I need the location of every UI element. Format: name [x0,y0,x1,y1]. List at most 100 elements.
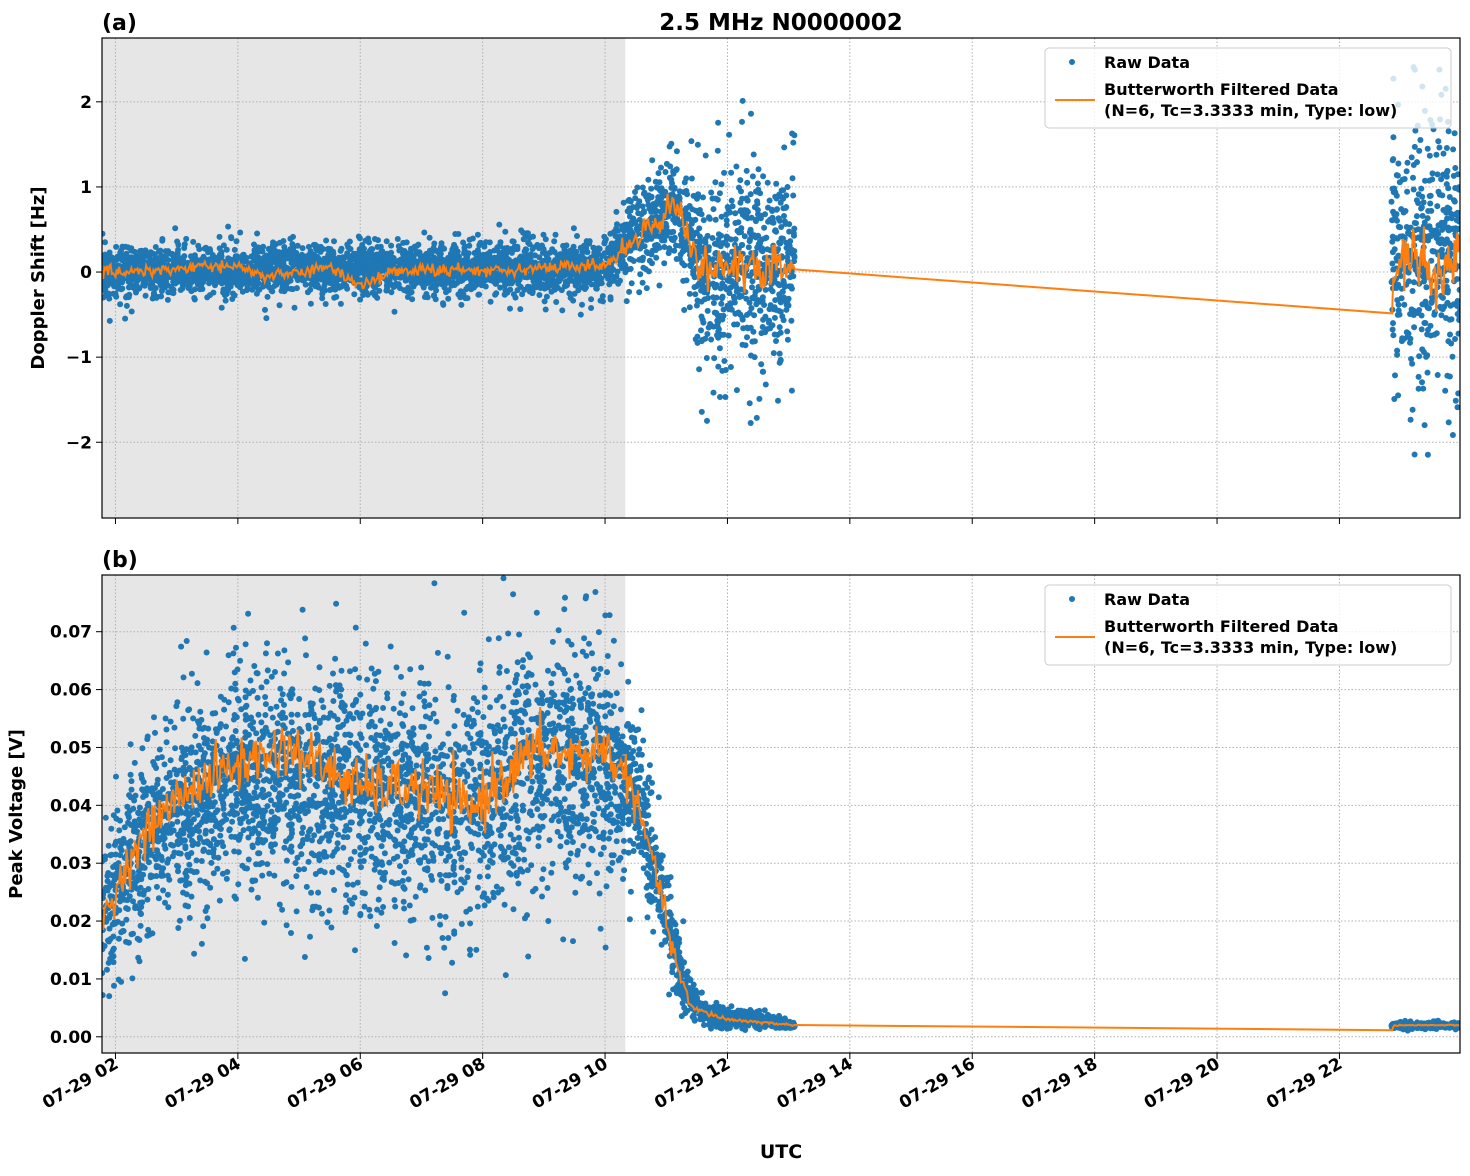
raw-point [461,291,467,297]
raw-point [724,242,730,248]
raw-point [737,177,743,183]
y-tick-label: −1 [66,348,92,368]
raw-point [744,168,750,174]
raw-point [652,243,658,249]
raw-point [1451,173,1457,179]
raw-point [192,733,198,739]
raw-point [699,278,705,284]
raw-point [231,272,237,278]
raw-point [1439,221,1445,227]
raw-point [177,278,183,284]
raw-point [331,238,337,244]
raw-point [1411,162,1417,168]
raw-point [263,315,269,321]
raw-point [627,226,633,232]
raw-point [107,318,113,324]
raw-point [280,238,286,244]
raw-point [683,175,689,181]
raw-point [628,208,634,214]
raw-point [126,284,132,290]
raw-point [477,874,483,880]
raw-point [190,239,196,245]
raw-point [1396,308,1402,314]
raw-point [716,231,722,237]
raw-point [729,278,735,284]
raw-point [1395,392,1401,398]
raw-point [266,256,272,262]
raw-point [750,339,756,345]
raw-point [629,257,635,263]
raw-point [139,252,145,258]
raw-point [696,366,702,372]
raw-point [694,303,700,309]
raw-point [687,291,693,297]
raw-point [1425,146,1431,152]
raw-point [594,252,600,258]
raw-point [352,947,358,953]
raw-point [344,242,350,248]
raw-point [248,678,254,684]
raw-point [1416,148,1422,154]
raw-point [673,243,679,249]
raw-point [1416,374,1422,380]
raw-point [358,864,364,870]
raw-point [338,248,344,254]
raw-point [234,238,240,244]
raw-point [737,294,743,300]
raw-point [271,873,277,879]
raw-point [755,207,761,213]
raw-point [398,700,404,706]
raw-point [530,234,536,240]
raw-point [708,190,714,196]
raw-point [726,206,732,212]
raw-point [461,250,467,256]
raw-point [608,294,614,300]
raw-point [1394,352,1400,358]
raw-point [121,263,127,269]
raw-point [143,293,149,299]
raw-point [205,249,211,255]
raw-point [523,259,529,265]
raw-point [706,325,712,331]
y-tick-label: 0 [80,263,92,283]
raw-point [289,719,295,725]
raw-point [620,226,626,232]
raw-point [491,273,497,279]
raw-point [158,275,164,281]
raw-point [191,295,197,301]
raw-point [1404,168,1410,174]
raw-point [1452,199,1458,205]
raw-point [778,309,784,315]
raw-point [1418,206,1424,212]
raw-point [1444,145,1450,151]
raw-point [656,283,662,289]
raw-point [615,269,621,275]
raw-point [639,211,645,217]
raw-point [601,240,607,246]
raw-point [1412,452,1418,458]
raw-point [470,258,476,264]
raw-point [738,188,744,194]
raw-point [1452,165,1458,171]
raw-point [1395,173,1401,179]
raw-point [751,312,757,318]
raw-point [241,257,247,263]
raw-point [715,364,721,370]
raw-point [365,292,371,298]
raw-point [319,911,325,917]
raw-point [232,292,238,298]
raw-point [222,292,228,298]
raw-point [251,255,257,261]
raw-point [726,132,732,138]
raw-point [679,235,685,241]
raw-point [273,252,279,258]
raw-point [729,307,735,313]
raw-point [778,358,784,364]
raw-point [506,844,512,850]
raw-point [695,142,701,148]
raw-point [640,257,646,263]
raw-point [699,283,705,289]
raw-point [319,291,325,297]
raw-point [511,291,517,297]
raw-point [1408,356,1414,362]
